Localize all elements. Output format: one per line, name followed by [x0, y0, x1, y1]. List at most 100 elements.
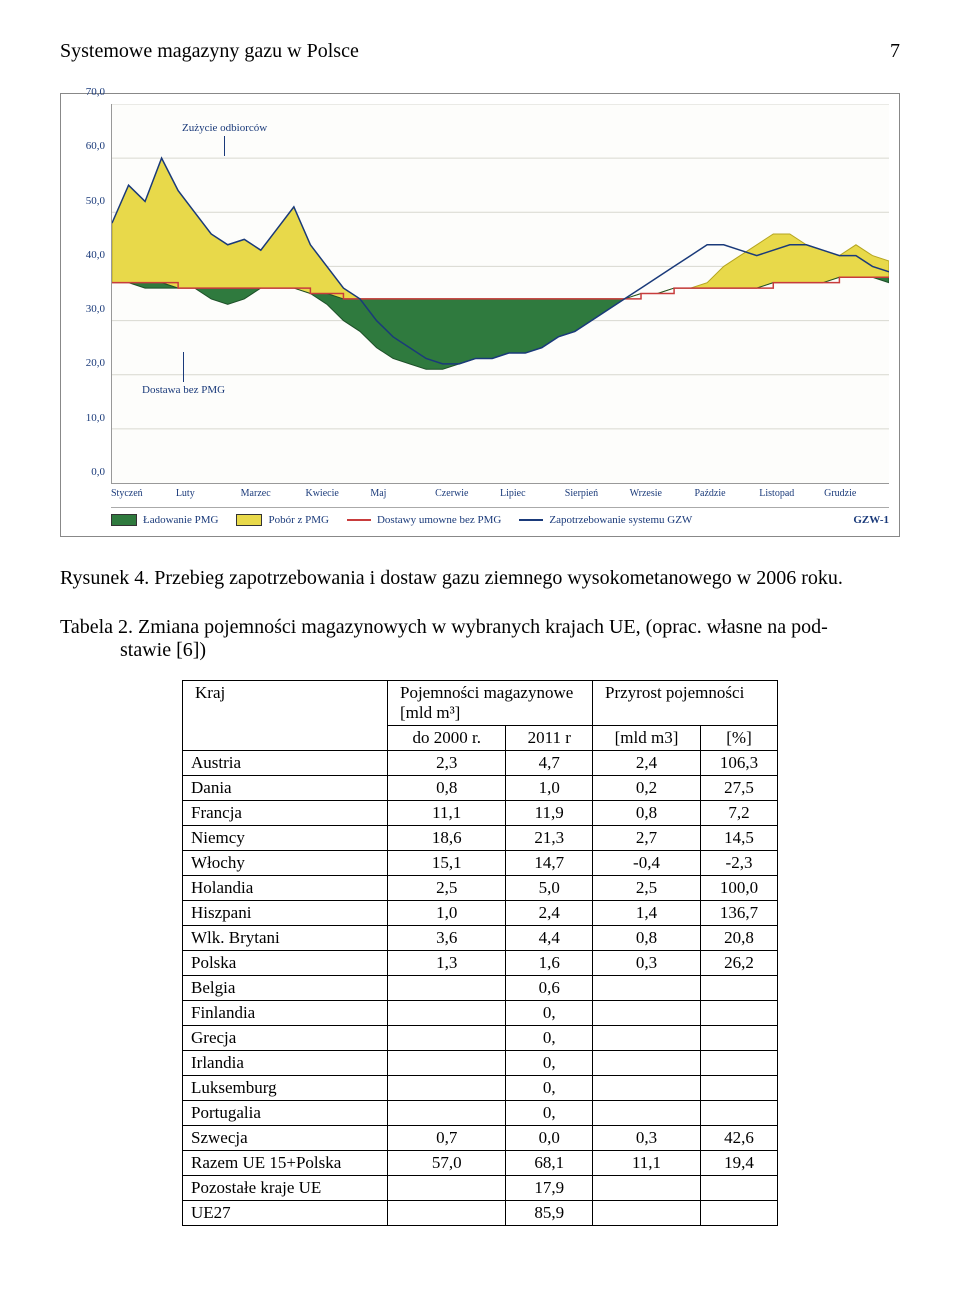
cell-country: Razem UE 15+Polska [183, 1151, 388, 1176]
cell-d [593, 976, 701, 1001]
table-row: Niemcy 18,6 21,3 2,7 14,5 [183, 826, 778, 851]
x-tick: Lipiec [500, 488, 565, 499]
figure-chart: 0,010,020,030,040,050,060,070,0 Zużycie … [60, 93, 900, 537]
cell-country: Luksemburg [183, 1076, 388, 1101]
cell-b: 85,9 [506, 1201, 593, 1226]
x-tick: Paździe [694, 488, 759, 499]
cell-e: 26,2 [701, 951, 778, 976]
cell-b: 0,0 [506, 1126, 593, 1151]
cell-d: 11,1 [593, 1151, 701, 1176]
y-tick: 60,0 [86, 140, 105, 152]
cell-b: 17,9 [506, 1176, 593, 1201]
cell-e [701, 1076, 778, 1101]
cell-e: 27,5 [701, 776, 778, 801]
cell-country: Niemcy [183, 826, 388, 851]
cell-d: 0,8 [593, 801, 701, 826]
cell-b: 0, [506, 1101, 593, 1126]
cell-e [701, 1026, 778, 1051]
table-row: Włochy 15,1 14,7 -0,4 -2,3 [183, 851, 778, 876]
cell-d [593, 1051, 701, 1076]
cell-e: 106,3 [701, 751, 778, 776]
running-header: Systemowe magazyny gazu w Polsce 7 [60, 40, 900, 63]
cell-d: 0,2 [593, 776, 701, 801]
y-tick: 70,0 [86, 86, 105, 98]
cell-e: -2,3 [701, 851, 778, 876]
cell-e [701, 1101, 778, 1126]
cell-country: Austria [183, 751, 388, 776]
cell-a: 57,0 [388, 1151, 506, 1176]
cell-b: 1,0 [506, 776, 593, 801]
cell-a [388, 1001, 506, 1026]
plot-area: Zużycie odbiorców Dostawa bez PMG [111, 104, 889, 484]
cell-b: 0, [506, 1001, 593, 1026]
table-row: Francja 11,1 11,9 0,8 7,2 [183, 801, 778, 826]
cell-d: 2,5 [593, 876, 701, 901]
cell-e: 42,6 [701, 1126, 778, 1151]
cell-a [388, 1101, 506, 1126]
cell-b: 5,0 [506, 876, 593, 901]
table-row: Polska 1,3 1,6 0,3 26,2 [183, 951, 778, 976]
chart-legend: Ładowanie PMG Pobór z PMG Dostawy umowne… [111, 507, 889, 526]
cell-a [388, 1201, 506, 1226]
cell-a [388, 1026, 506, 1051]
cell-d [593, 1001, 701, 1026]
legend-ladowanie: Ładowanie PMG [111, 514, 218, 526]
x-tick: Kwiecie [305, 488, 370, 499]
cell-d: 0,3 [593, 951, 701, 976]
table-row: Belgia 0,6 [183, 976, 778, 1001]
cell-a: 1,3 [388, 951, 506, 976]
cell-b: 4,7 [506, 751, 593, 776]
cell-a: 2,5 [388, 876, 506, 901]
cell-country: Francja [183, 801, 388, 826]
x-tick: Maj [370, 488, 435, 499]
cell-a [388, 1051, 506, 1076]
table-header-row-1: Kraj Pojemności magazynowe [mld m³] Przy… [183, 681, 778, 726]
cell-e [701, 976, 778, 1001]
y-tick: 0,0 [91, 466, 105, 478]
cell-a: 1,0 [388, 901, 506, 926]
cell-b: 4,4 [506, 926, 593, 951]
cell-b: 2,4 [506, 901, 593, 926]
th-sub-a: do 2000 r. [388, 726, 506, 751]
annotation-bottom: Dostawa bez PMG [142, 352, 225, 396]
table-row: Luksemburg 0, [183, 1076, 778, 1101]
cell-d [593, 1076, 701, 1101]
y-axis: 0,010,020,030,040,050,060,070,0 [71, 104, 111, 484]
th-sub-b: 2011 r [506, 726, 593, 751]
data-table: Kraj Pojemności magazynowe [mld m³] Przy… [182, 680, 778, 1226]
table-row: Grecja 0, [183, 1026, 778, 1051]
x-tick: Listopad [759, 488, 824, 499]
cell-b: 0, [506, 1076, 593, 1101]
x-tick: Czerwie [435, 488, 500, 499]
cell-e [701, 1201, 778, 1226]
y-tick: 30,0 [86, 303, 105, 315]
table-row: Portugalia 0, [183, 1101, 778, 1126]
cell-b: 14,7 [506, 851, 593, 876]
table-row: Dania 0,8 1,0 0,2 27,5 [183, 776, 778, 801]
table-row: Wlk. Brytani 3,6 4,4 0,8 20,8 [183, 926, 778, 951]
x-tick: Sierpień [565, 488, 630, 499]
cell-d: 1,4 [593, 901, 701, 926]
table-row: Finlandia 0, [183, 1001, 778, 1026]
table-row: Irlandia 0, [183, 1051, 778, 1076]
cell-country: Polska [183, 951, 388, 976]
y-tick: 40,0 [86, 249, 105, 261]
x-tick: Grudzie [824, 488, 889, 499]
cell-country: Portugalia [183, 1101, 388, 1126]
y-tick: 10,0 [86, 412, 105, 424]
cell-country: Pozostałe kraje UE [183, 1176, 388, 1201]
x-tick: Marzec [241, 488, 306, 499]
cell-d [593, 1101, 701, 1126]
th-kraj: Kraj [183, 681, 388, 751]
cell-b: 68,1 [506, 1151, 593, 1176]
table-caption: Tabela 2. Zmiana pojemności magazynowych… [60, 616, 900, 662]
cell-a [388, 1076, 506, 1101]
cell-a [388, 1176, 506, 1201]
th-sub-c: [mld m3] [593, 726, 701, 751]
cell-a: 2,3 [388, 751, 506, 776]
th-pojemnosci: Pojemności magazynowe [mld m³] [388, 681, 593, 726]
cell-b: 0, [506, 1026, 593, 1051]
legend-pobor: Pobór z PMG [236, 514, 329, 526]
cell-country: Holandia [183, 876, 388, 901]
cell-a [388, 976, 506, 1001]
